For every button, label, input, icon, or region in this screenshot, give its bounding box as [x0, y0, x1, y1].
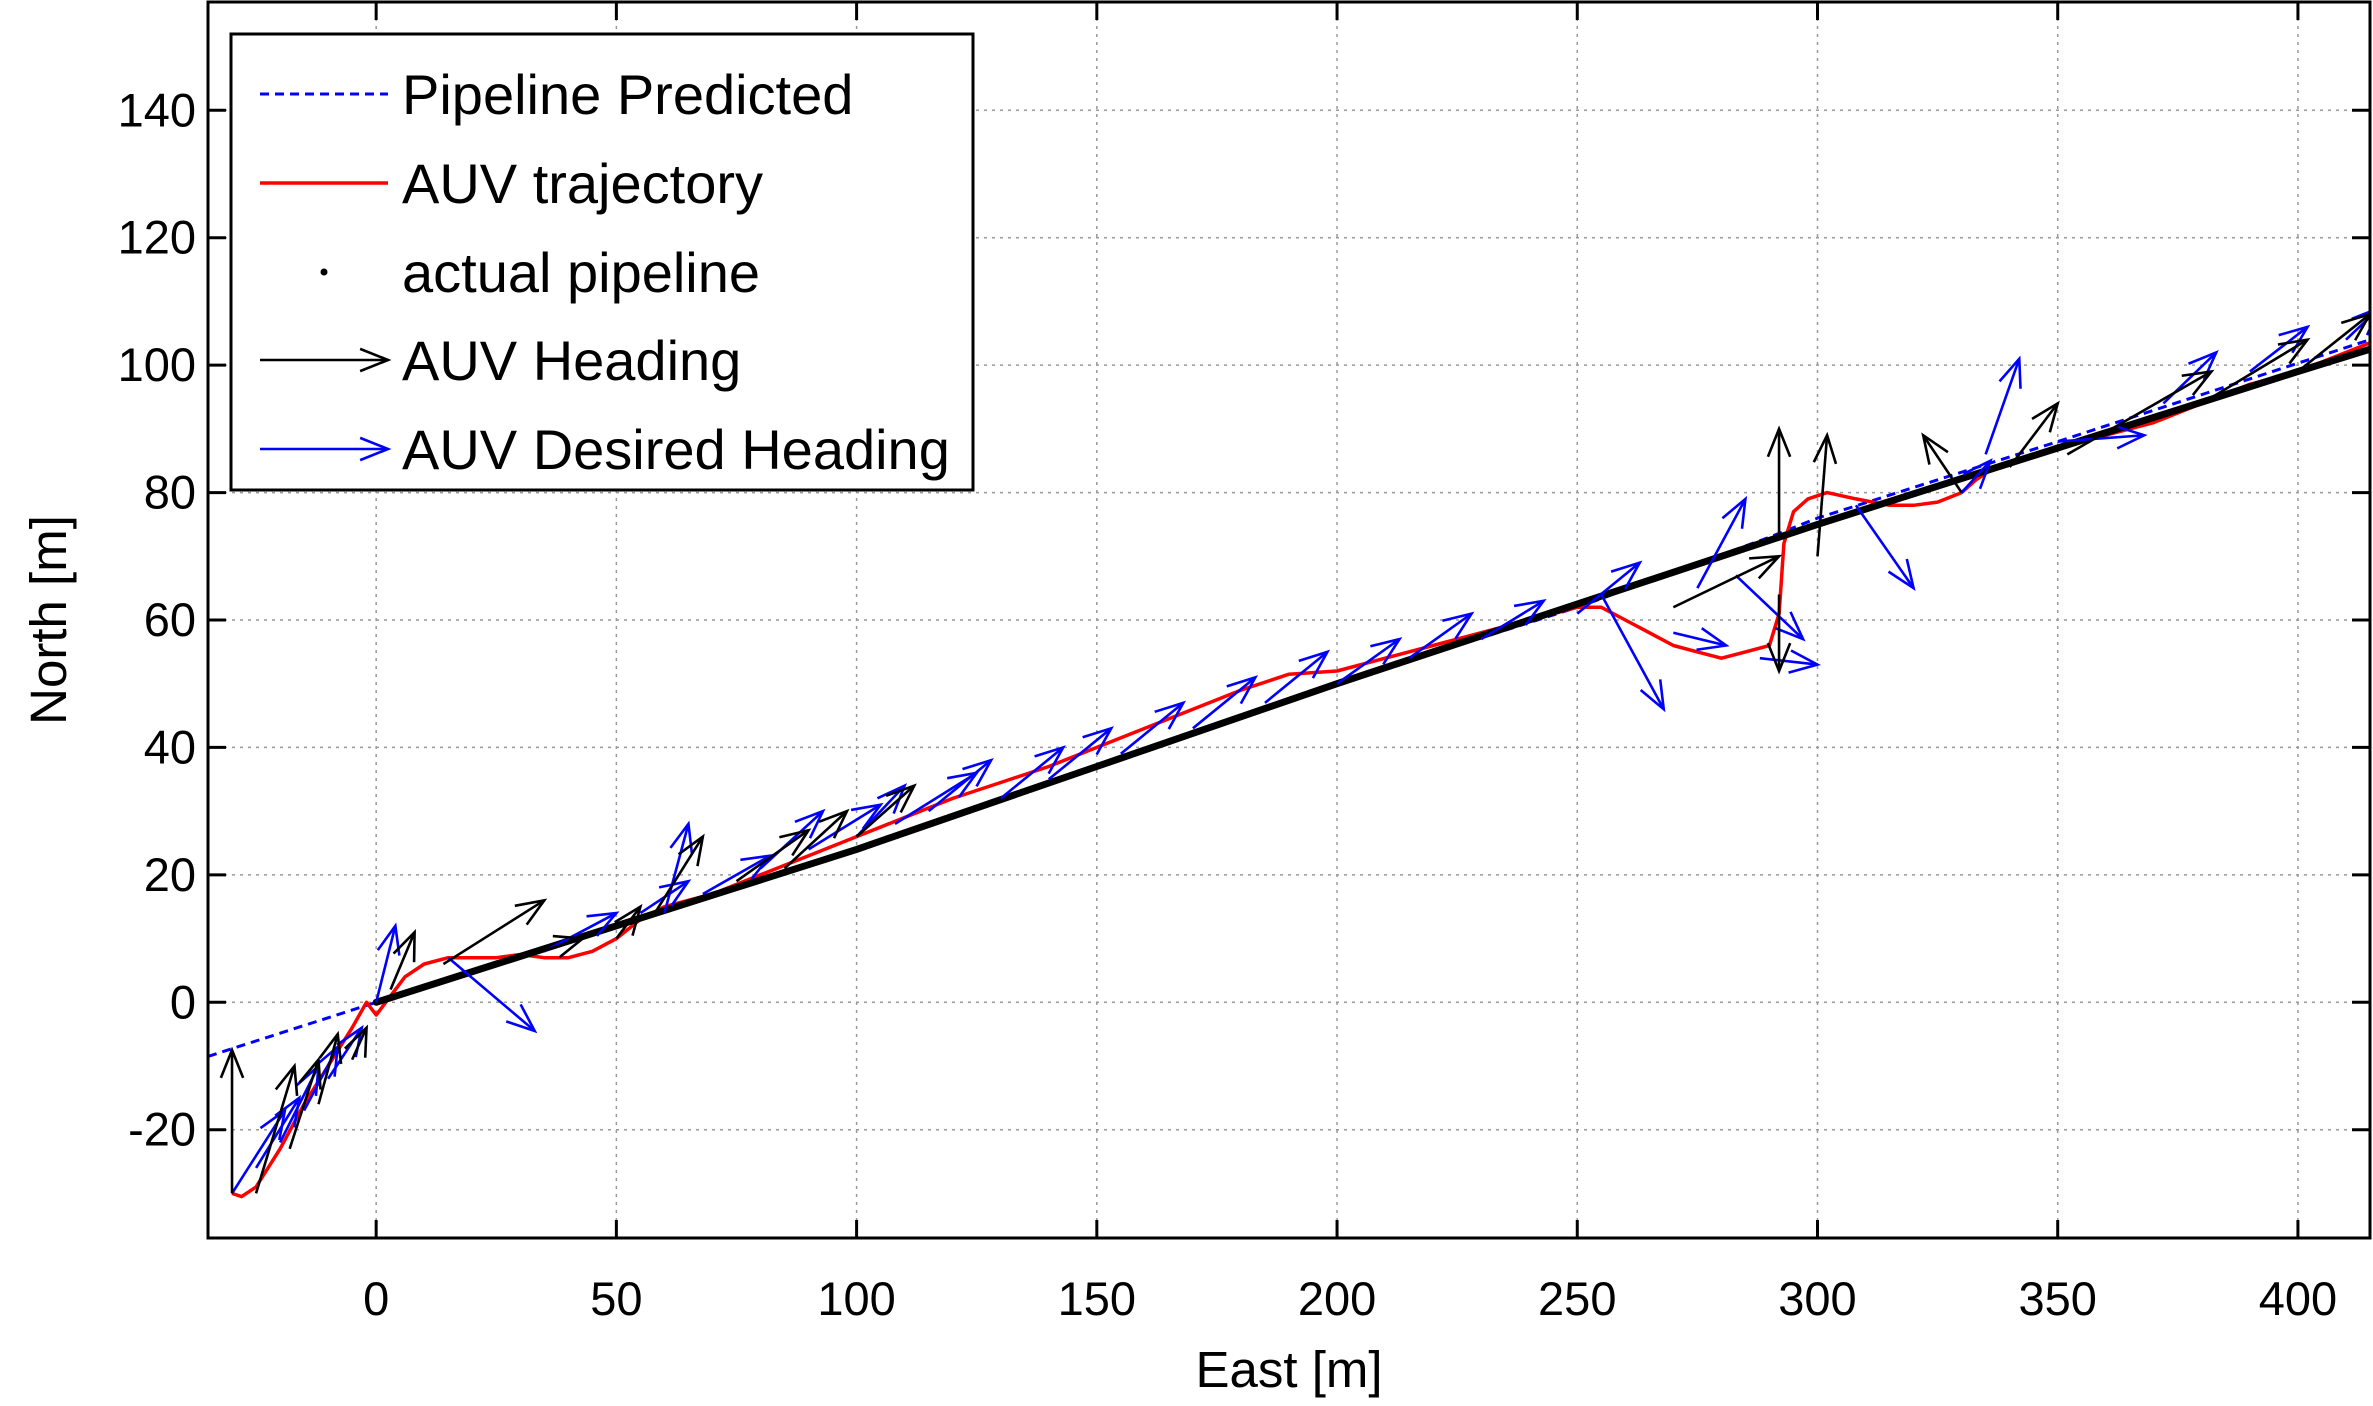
y-tick-label: 60 — [144, 593, 196, 646]
legend-arrow — [260, 347, 392, 373]
auv-heading-arrow — [2201, 337, 2311, 405]
legend-label: actual pipeline — [402, 241, 760, 304]
plot-area — [208, 310, 2370, 1199]
auv-heading-arrow — [2008, 400, 2060, 468]
auv-desired-heading-arrow — [1734, 574, 1806, 642]
auv-heading-arrow — [288, 1056, 322, 1150]
auv-desired-heading-arrow — [1480, 599, 1547, 641]
auv-desired-heading-arrow — [1264, 649, 1331, 704]
auv-desired-heading-arrow — [2057, 424, 2148, 450]
auv-heading-arrow — [317, 1030, 343, 1105]
y-tick-label: 40 — [144, 720, 196, 773]
auv-desired-heading-arrow — [2345, 310, 2370, 341]
x-tick-label: 350 — [2019, 1272, 2097, 1325]
y-tick-label: 0 — [170, 975, 196, 1028]
auv-desired-heading-arrow — [1576, 560, 1643, 615]
ticks — [208, 2, 2370, 1238]
legend-swatch — [260, 347, 392, 373]
auv-heading-arrow — [389, 928, 416, 991]
auv-desired-heading-arrow — [543, 911, 620, 953]
auv-desired-heading-arrow — [1960, 458, 1993, 494]
auv-desired-heading-arrow — [1854, 504, 1916, 592]
auv-desired-heading-arrow — [807, 802, 884, 851]
x-tick-label: 250 — [1538, 1272, 1616, 1325]
legend-label: AUV Heading — [402, 329, 741, 392]
auv-heading-arrow — [1766, 425, 1792, 538]
legend: Pipeline Predicted AUV trajectory actual p… — [229, 32, 975, 492]
auv-desired-heading-arrow — [1336, 637, 1403, 685]
series-actual-pipeline — [372, 345, 2370, 1006]
x-tick-label: 150 — [1058, 1272, 1136, 1325]
auv-heading-arrow — [614, 903, 643, 940]
legend-swatch — [320, 268, 328, 276]
auv-desired-heading-arrow — [1192, 675, 1259, 730]
x-tick-label: 50 — [590, 1272, 642, 1325]
auv-heading-arrow — [783, 808, 850, 870]
auv-desired-heading-arrow — [2249, 324, 2311, 373]
y-tick-label: -20 — [128, 1103, 196, 1156]
y-tick-label: 120 — [118, 211, 196, 264]
x-axis-title: East [m] — [1195, 1341, 1382, 1398]
auv-heading-arrow — [653, 833, 705, 914]
auv-desired-heading-arrow — [927, 757, 994, 813]
auv-desired-heading-arrow — [1047, 726, 1114, 781]
auv-desired-heading-arrow — [702, 854, 774, 896]
auv-heading-arrow — [519, 934, 587, 959]
tick-labels: 0 50 100 150 200 250 300 350 400 -20 0 20 40 60 80 100 1… — [118, 83, 2338, 1325]
y-axis-title: North [m] — [20, 515, 77, 725]
legend-item: actual pipeline — [320, 241, 760, 304]
auv-heading-arrow — [344, 1024, 368, 1061]
auv-desired-heading-arrow — [1696, 495, 1748, 589]
x-tick-label: 400 — [2259, 1272, 2337, 1325]
auv-heading-arrow — [254, 1062, 299, 1194]
auv-desired-heading-arrow — [1120, 700, 1187, 755]
legend-box — [229, 32, 975, 492]
arrow-layer — [219, 310, 2370, 1195]
legend-item: AUV Desired Heading — [260, 418, 950, 481]
auv-heading-arrow — [735, 828, 812, 883]
legend-item: AUV trajectory — [260, 152, 763, 215]
auv-desired-heading-arrow — [759, 808, 826, 870]
legend-item: AUV Heading — [260, 329, 741, 392]
auv-desired-heading-arrow — [254, 1094, 302, 1169]
x-tick-label: 0 — [363, 1272, 389, 1325]
auv-heading-arrow — [1766, 594, 1792, 675]
auv-desired-heading-arrow — [999, 745, 1066, 800]
x-tick-label: 100 — [817, 1272, 895, 1325]
legend-item: Pipeline Predicted — [260, 63, 853, 126]
x-tick-label: 300 — [1778, 1272, 1856, 1325]
legend-arrow — [260, 436, 392, 462]
legend-swatch — [260, 436, 392, 462]
auv-heading-arrow — [855, 783, 917, 838]
auv-heading-arrow — [219, 1046, 245, 1194]
y-tick-label: 20 — [144, 848, 196, 901]
x-tick-label: 200 — [1298, 1272, 1376, 1325]
auv-desired-heading-arrow — [1673, 627, 1730, 652]
auv-desired-heading-arrow — [1759, 649, 1821, 674]
auv-heading-arrow — [2297, 312, 2370, 373]
auv-heading-arrow — [1672, 554, 1783, 609]
auv-desired-heading-arrow — [1600, 593, 1666, 713]
legend-label: AUV Desired Heading — [402, 418, 950, 481]
series-auv-trajectory — [231, 341, 2370, 1199]
auv-desired-heading-arrow — [374, 922, 401, 1003]
legend-label: AUV trajectory — [402, 152, 763, 215]
auv-desired-heading-arrow — [1984, 355, 2022, 455]
auv-heading-arrow — [2066, 369, 2215, 456]
grid — [208, 2, 2370, 1238]
auv-desired-heading-arrow — [447, 956, 538, 1034]
auv-desired-heading-arrow — [1408, 611, 1475, 660]
y-tick-label: 80 — [144, 466, 196, 519]
auv-heading-arrow — [442, 898, 548, 966]
auv-heading-arrow — [1921, 432, 1963, 494]
y-tick-label: 100 — [118, 338, 196, 391]
series-layer — [208, 338, 2370, 1199]
auv-desired-heading-arrow — [663, 820, 694, 914]
legend-items: Pipeline Predicted AUV trajectory actual p… — [260, 63, 950, 481]
y-tick-label: 140 — [118, 83, 196, 136]
legend-label: Pipeline Predicted — [402, 63, 853, 126]
auv-heading-arrow — [1812, 431, 1838, 557]
